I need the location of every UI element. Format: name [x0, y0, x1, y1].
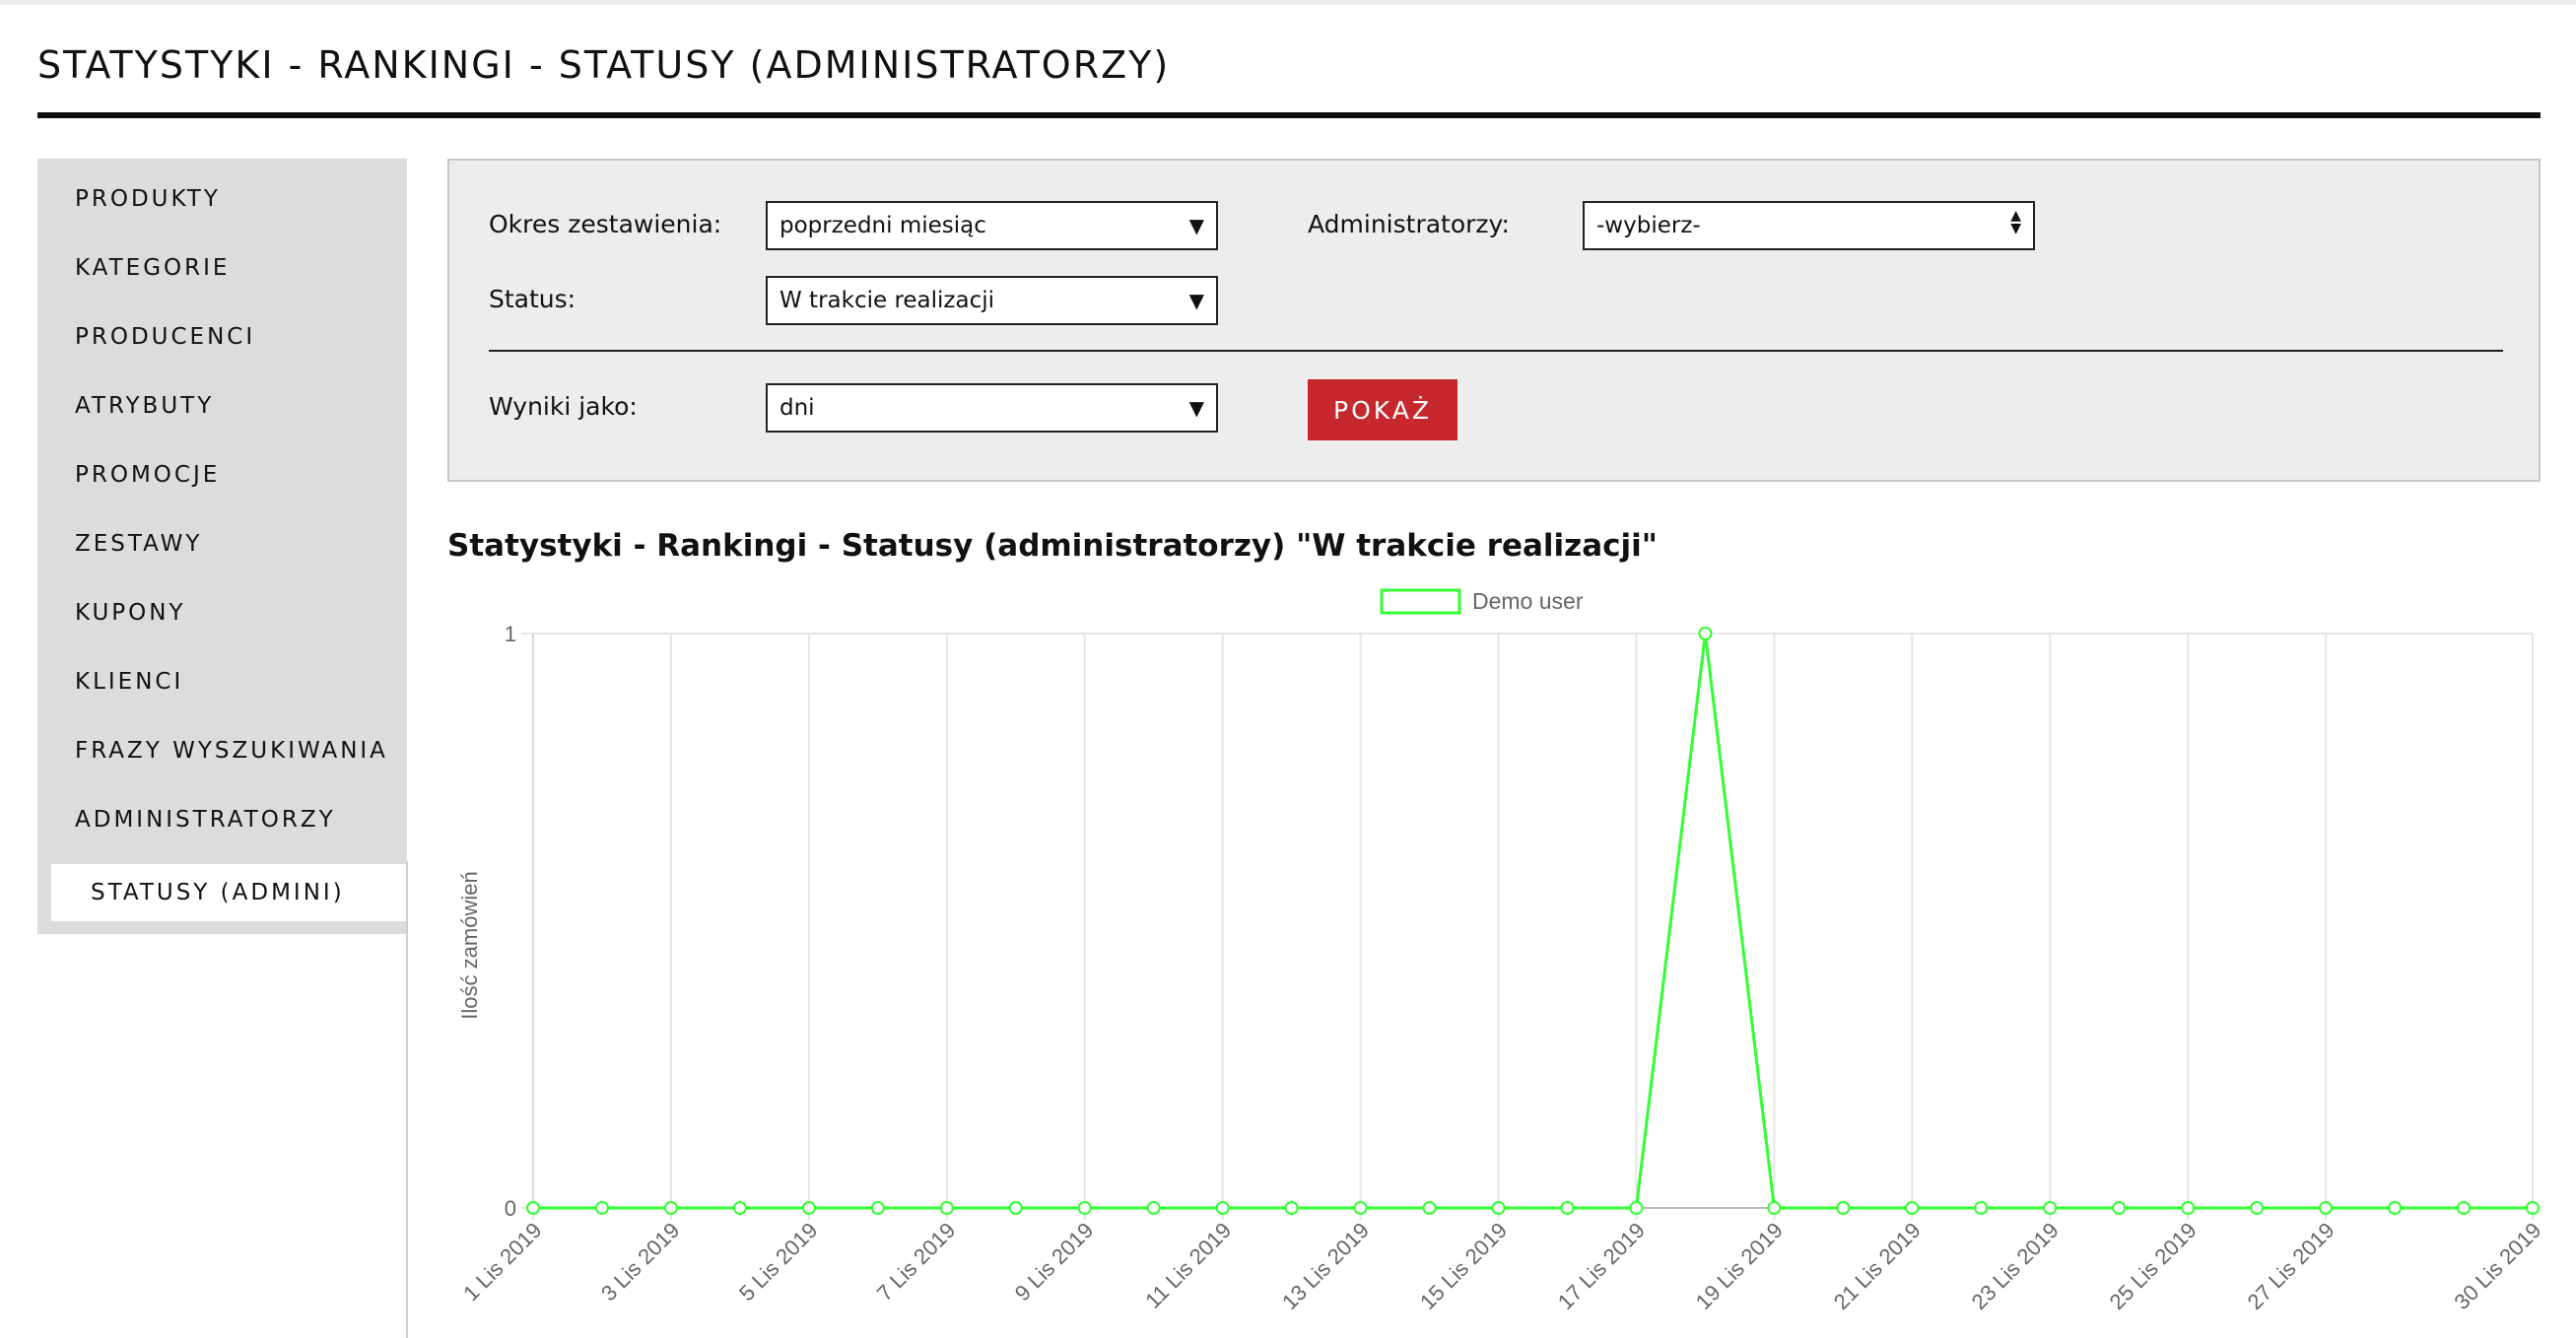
- sidebar-item-producenci[interactable]: PRODUCENCI: [37, 302, 407, 371]
- status-select[interactable]: W trakcie realizacji ▼: [766, 276, 1218, 325]
- line-chart: 0 1 Ilość zamówień 1 Lis 2019 3 Lis 2019 5 Li…: [457, 588, 2546, 1314]
- data-point: [1008, 1201, 1023, 1215]
- status-label: Status:: [489, 285, 576, 313]
- sidebar-item-label: KUPONY: [75, 600, 186, 626]
- sidebar-item-label: PRODUKTY: [75, 186, 221, 212]
- sidebar-item-label: ZESTAWY: [75, 531, 203, 557]
- status-select-value: W trakcie realizacji: [780, 288, 995, 313]
- data-point: [2250, 1201, 2265, 1215]
- results-label: Wyniki jako:: [489, 392, 638, 421]
- admins-select[interactable]: -wybierz- ▲ ▼: [1583, 201, 2035, 250]
- x-tick-label: 1 Lis 2019: [458, 1218, 546, 1305]
- data-point: [2457, 1201, 2472, 1215]
- sidebar: PRODUKTY KATEGORIE PRODUCENCI ATRYBUTY PROMO…: [37, 159, 407, 934]
- results-select-value: dni: [780, 395, 815, 421]
- x-tick-label: 19 Lis 2019: [1691, 1218, 1788, 1314]
- series-line: [533, 633, 2533, 1210]
- sidebar-item-administratorzy[interactable]: ADMINISTRATORZY: [37, 785, 407, 854]
- data-point: [1560, 1201, 1575, 1215]
- data-point: [2526, 1201, 2540, 1215]
- sidebar-item-label: KATEGORIE: [75, 255, 231, 281]
- sidebar-item-label: ADMINISTRATORZY: [75, 807, 336, 833]
- title-divider: [37, 112, 2541, 118]
- sidebar-item-statusy-admini[interactable]: STATUSY (ADMINI): [51, 864, 407, 921]
- data-point: [2319, 1201, 2334, 1215]
- legend-label: Demo user: [1472, 588, 1584, 614]
- y-axis-label: Ilość zamówień: [457, 871, 482, 1019]
- sort-updown-icon: ▲ ▼: [2010, 208, 2021, 236]
- chart-heading: Statystyki - Rankingi - Statusy (adminis…: [447, 528, 1658, 564]
- x-tick-label: 27 Lis 2019: [2243, 1218, 2339, 1314]
- sidebar-item-produkty[interactable]: PRODUKTY: [37, 165, 407, 234]
- sidebar-item-atrybuty[interactable]: ATRYBUTY: [37, 371, 407, 440]
- data-point: [1836, 1201, 1851, 1215]
- sidebar-item-label: KLIENCI: [75, 669, 184, 695]
- sidebar-item-label: STATUSY (ADMINI): [91, 880, 345, 905]
- data-point: [1974, 1201, 1989, 1215]
- x-tick-label: 9 Lis 2019: [1010, 1218, 1098, 1305]
- data-point: [1629, 1201, 1644, 1215]
- sidebar-item-label: FRAZY WYSZUKIWANIA: [75, 738, 388, 764]
- data-point: [1422, 1201, 1437, 1215]
- dropdown-arrow-icon: ▼: [1188, 396, 1204, 420]
- sidebar-divider: [406, 861, 408, 1338]
- data-point: [1284, 1201, 1299, 1215]
- data-point: [870, 1201, 885, 1215]
- dropdown-arrow-icon: ▼: [1188, 289, 1204, 312]
- data-point: [2181, 1201, 2196, 1215]
- y-tick-label: 1: [505, 622, 516, 646]
- admins-select-value: -wybierz-: [1596, 213, 1701, 238]
- data-point: [2388, 1201, 2403, 1215]
- x-tick-label: 21 Lis 2019: [1829, 1218, 1926, 1314]
- data-point: [2112, 1201, 2127, 1215]
- data-point: [1146, 1201, 1161, 1215]
- x-tick-label: 3 Lis 2019: [596, 1218, 684, 1305]
- show-button[interactable]: POKAŻ: [1308, 379, 1457, 440]
- x-tick-label: 15 Lis 2019: [1415, 1218, 1512, 1314]
- data-point: [1077, 1201, 1092, 1215]
- sidebar-item-kupony[interactable]: KUPONY: [37, 578, 407, 647]
- x-tick-label: 17 Lis 2019: [1553, 1218, 1650, 1314]
- sidebar-item-label: PROMOCJE: [75, 462, 221, 488]
- sidebar-item-kategorie[interactable]: KATEGORIE: [37, 234, 407, 302]
- filter-panel: Okres zestawienia: poprzedni miesiąc ▼ A…: [447, 159, 2541, 482]
- x-tick-label: 23 Lis 2019: [1967, 1218, 2064, 1314]
- sidebar-item-promocje[interactable]: PROMOCJE: [37, 440, 407, 509]
- dropdown-arrow-icon: ▼: [1188, 214, 1204, 237]
- data-point: [526, 1201, 540, 1215]
- x-tick-label: 13 Lis 2019: [1277, 1218, 1374, 1314]
- x-tick-label: 30 Lis 2019: [2449, 1218, 2545, 1314]
- panel-divider: [489, 350, 2503, 352]
- sidebar-item-label: ATRYBUTY: [75, 393, 215, 419]
- data-point: [1491, 1201, 1506, 1215]
- legend-swatch: [1380, 588, 1461, 615]
- data-point: [801, 1201, 816, 1215]
- page-title: STATYSTYKI - RANKINGI - STATUSY (ADMINIS…: [37, 43, 1171, 87]
- period-select[interactable]: poprzedni miesiąc ▼: [766, 201, 1218, 250]
- sidebar-item-klienci[interactable]: KLIENCI: [37, 647, 407, 716]
- data-point: [939, 1201, 954, 1215]
- period-select-value: poprzedni miesiąc: [780, 213, 986, 238]
- sidebar-item-frazy-wyszukiwania[interactable]: FRAZY WYSZUKIWANIA: [37, 716, 407, 785]
- x-tick-label: 7 Lis 2019: [872, 1218, 960, 1305]
- top-border: [0, 0, 2576, 5]
- y-tick-label: 0: [505, 1196, 516, 1221]
- data-point: [1698, 627, 1713, 640]
- x-tick-label: 11 Lis 2019: [1140, 1218, 1236, 1313]
- x-tick-label: 25 Lis 2019: [2105, 1218, 2202, 1314]
- data-point: [663, 1201, 678, 1215]
- data-point: [1905, 1201, 1920, 1215]
- period-label: Okres zestawienia:: [489, 210, 722, 238]
- data-point: [732, 1201, 747, 1215]
- sidebar-item-zestawy[interactable]: ZESTAWY: [37, 509, 407, 578]
- data-point: [594, 1201, 609, 1215]
- sidebar-item-label: PRODUCENCI: [75, 324, 256, 350]
- admins-label: Administratorzy:: [1308, 210, 1510, 238]
- data-point: [2043, 1201, 2058, 1215]
- x-tick-label: 5 Lis 2019: [734, 1218, 822, 1305]
- data-point: [1353, 1201, 1368, 1215]
- data-point: [1767, 1201, 1782, 1215]
- results-select[interactable]: dni ▼: [766, 383, 1218, 433]
- data-point: [1215, 1201, 1230, 1215]
